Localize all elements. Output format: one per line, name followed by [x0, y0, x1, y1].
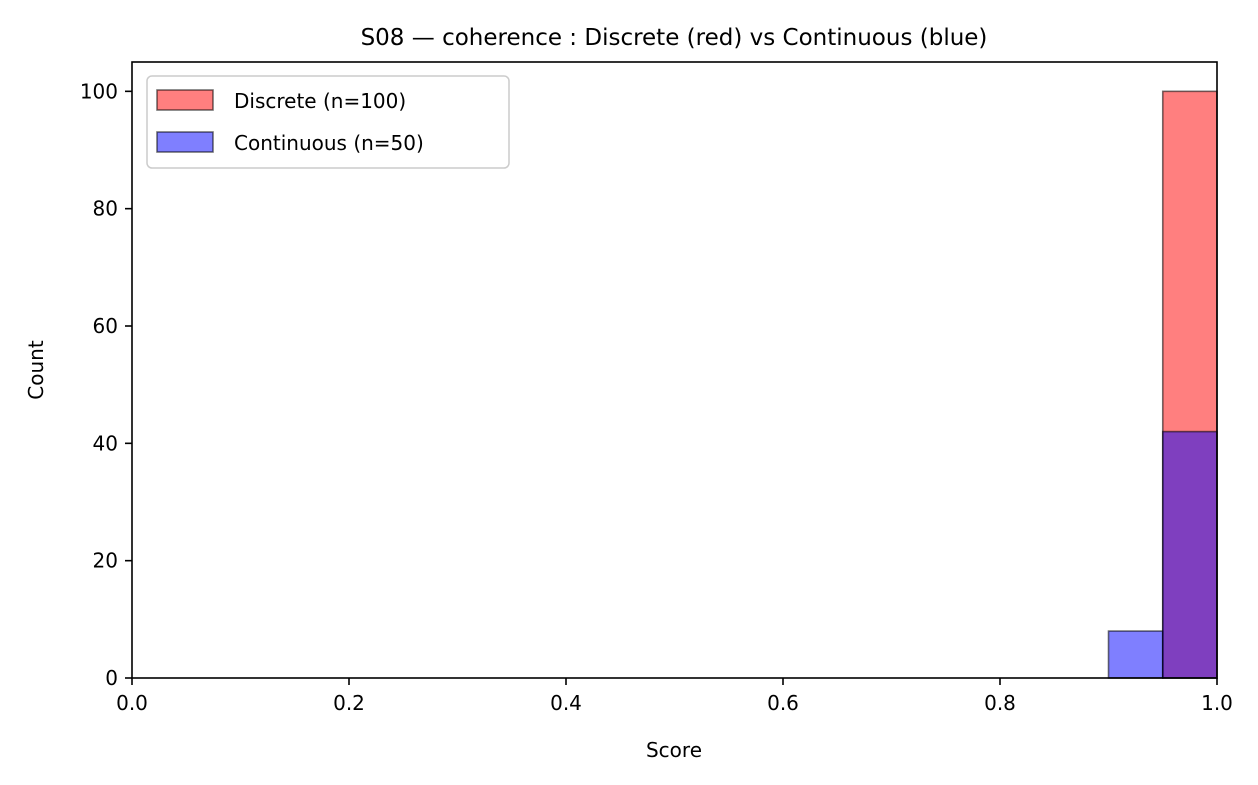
- x-axis-label: Score: [646, 738, 702, 762]
- y-axis-ticks: 0 20 40 60 80 100: [80, 79, 132, 690]
- legend-frame: [146, 75, 510, 169]
- y-tick-label: 0: [105, 666, 118, 690]
- x-tick-label: 0.0: [116, 691, 148, 715]
- y-tick-label: 40: [93, 431, 118, 455]
- x-tick-label: 0.6: [767, 691, 799, 715]
- bar-continuous-1: [1161, 430, 1218, 679]
- x-axis-ticks: 0.0 0.2 0.4 0.6 0.8 1.0: [116, 678, 1233, 715]
- bars-layer: [1107, 90, 1218, 679]
- legend-label-discrete: Discrete (n=100): [234, 89, 406, 113]
- y-tick-label: 20: [93, 549, 118, 573]
- plot-frame: [131, 61, 1218, 679]
- legend-swatch-discrete: [156, 89, 214, 111]
- x-tick-label: 0.2: [333, 691, 365, 715]
- bar-continuous-0: [1107, 630, 1164, 679]
- legend-swatch-continuous: [156, 131, 214, 153]
- x-tick-label: 1.0: [1201, 691, 1233, 715]
- y-tick-label: 60: [93, 314, 118, 338]
- y-tick-label: 80: [93, 197, 118, 221]
- y-axis-label: Count: [24, 340, 48, 400]
- legend-label-continuous: Continuous (n=50): [234, 131, 424, 155]
- x-tick-label: 0.8: [984, 691, 1016, 715]
- legend: Discrete (n=100) Continuous (n=50): [146, 75, 510, 169]
- chart-title: S08 — coherence : Discrete (red) vs Cont…: [361, 25, 988, 51]
- y-tick-label: 100: [80, 79, 118, 103]
- x-tick-label: 0.4: [550, 691, 582, 715]
